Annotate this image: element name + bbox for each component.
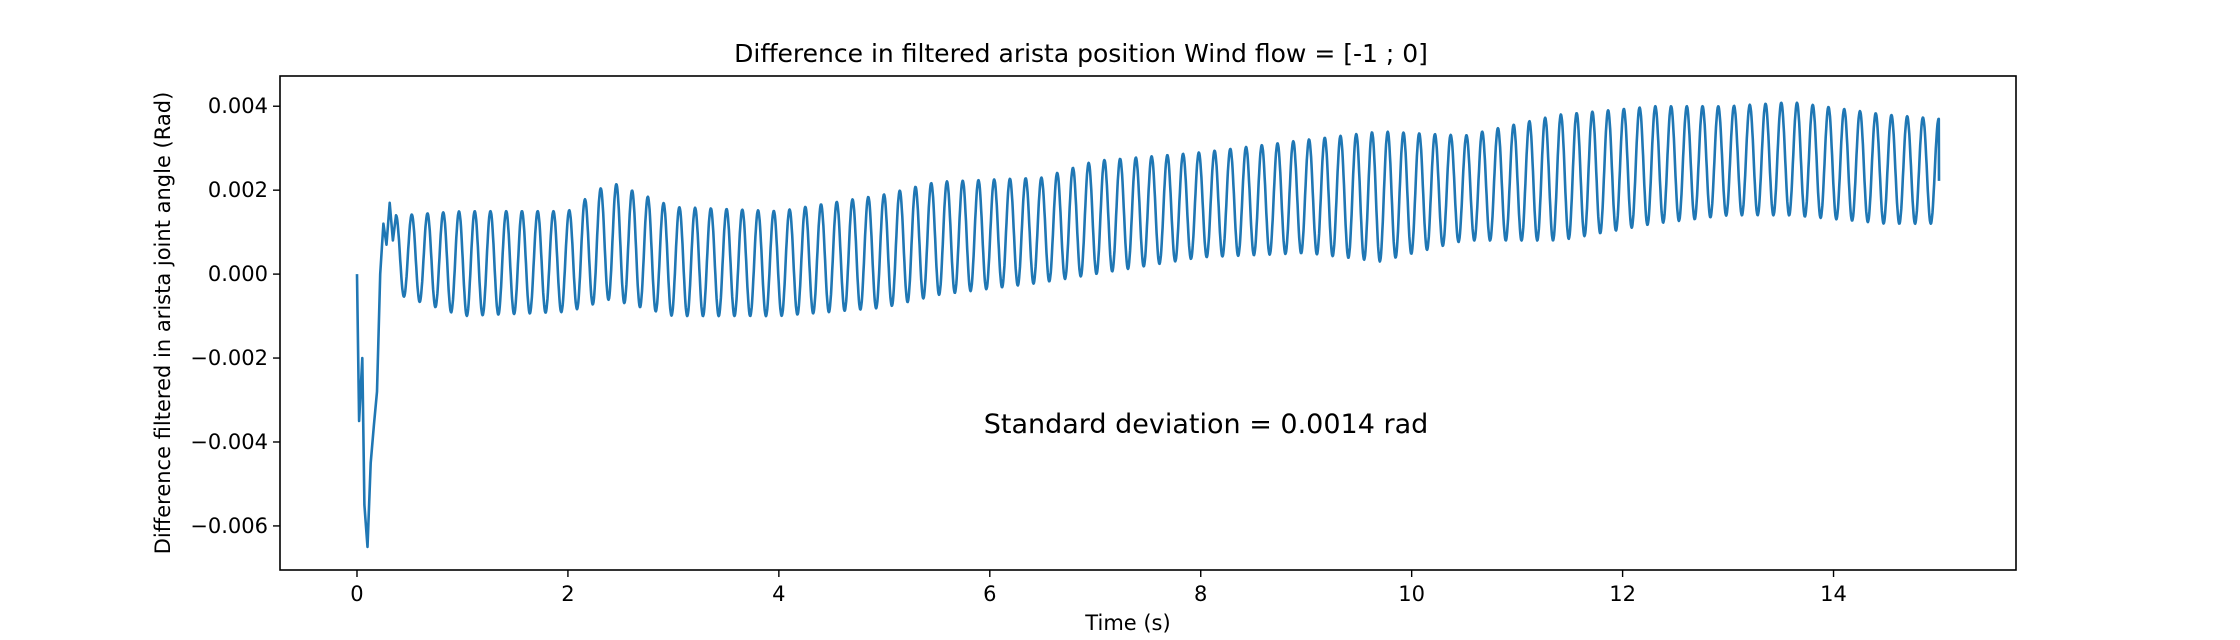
x-axis-ticks: 0 2 4 6 8 10 12 14: [350, 570, 1847, 606]
x-tick-label: 10: [1398, 582, 1425, 606]
x-tick-label: 8: [1194, 582, 1207, 606]
y-axis-ticks: 0.004 0.002 0.000 −0.002 −0.004 −0.006: [190, 94, 280, 538]
x-tick-label: 14: [1820, 582, 1847, 606]
x-tick-label: 12: [1609, 582, 1636, 606]
x-tick-label: 0: [350, 582, 363, 606]
x-tick-label: 2: [561, 582, 574, 606]
chart-title: Difference in filtered arista position W…: [734, 39, 1428, 68]
y-tick-label: −0.002: [190, 346, 268, 370]
data-line: [355, 101, 1941, 549]
y-tick-label: −0.006: [190, 514, 268, 538]
y-tick-label: −0.004: [190, 430, 268, 454]
x-tick-label: 6: [983, 582, 996, 606]
y-tick-label: 0.002: [208, 178, 268, 202]
y-tick-label: 0.000: [208, 262, 268, 286]
plot-frame: [279, 75, 2017, 571]
std-deviation-annotation: Standard deviation = 0.0014 rad: [984, 409, 1429, 440]
plot-area: [280, 76, 2016, 570]
y-axis-label: Difference filtered in arista joint angl…: [151, 92, 175, 555]
y-tick-label: 0.004: [208, 94, 268, 118]
x-axis-label: Time (s): [1084, 611, 1170, 635]
x-tick-label: 4: [772, 582, 785, 606]
